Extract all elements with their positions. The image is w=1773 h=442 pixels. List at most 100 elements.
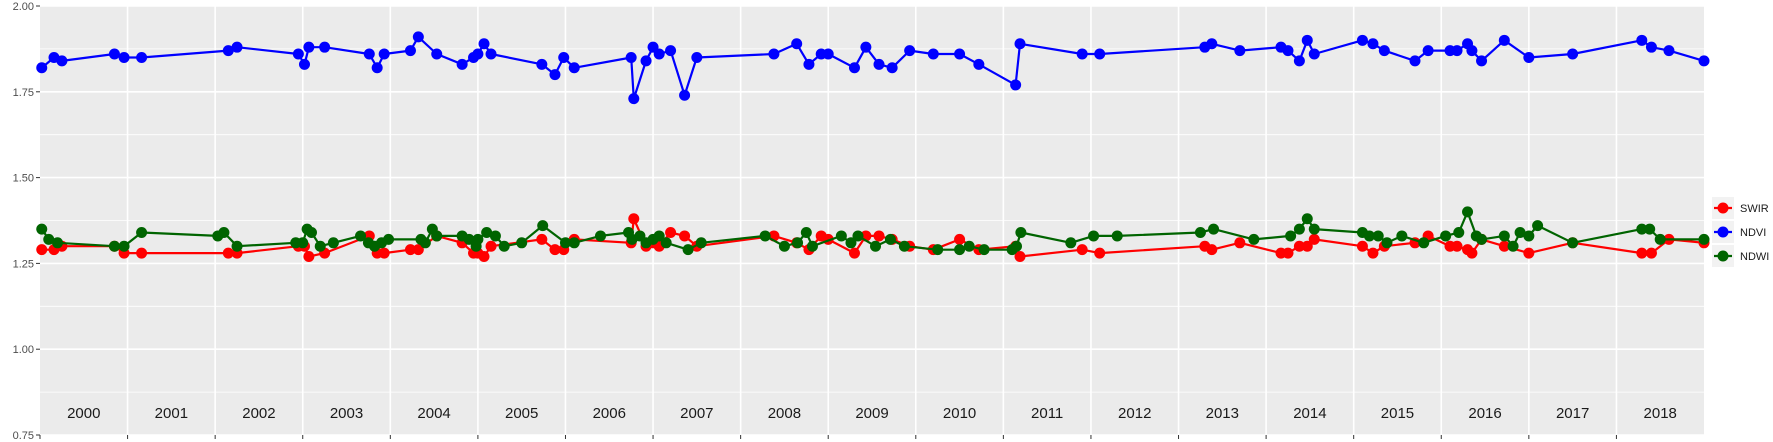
data-point-ndwi xyxy=(1363,230,1375,242)
data-point-ndvi xyxy=(625,51,637,63)
data-point-ndwi xyxy=(383,233,395,245)
legend-label-ndwi: NDWI xyxy=(1740,251,1769,263)
series-layer xyxy=(36,31,1710,263)
data-point-ndwi xyxy=(1498,230,1510,242)
data-point-ndvi xyxy=(1356,34,1368,46)
data-point-ndvi xyxy=(1645,41,1657,53)
y-tick-label: 1.25 xyxy=(13,258,34,270)
data-point-ndvi xyxy=(1367,38,1379,50)
data-point-swir xyxy=(1094,247,1106,259)
data-point-ndvi xyxy=(768,48,780,60)
data-point-ndvi xyxy=(56,55,68,67)
data-point-ndvi xyxy=(1663,45,1675,57)
data-point-ndwi xyxy=(1088,230,1100,242)
data-point-ndwi xyxy=(1065,237,1077,249)
data-point-ndvi xyxy=(1378,45,1390,57)
data-point-ndwi xyxy=(1698,233,1710,245)
data-point-swir xyxy=(873,230,885,242)
data-point-ndvi xyxy=(1567,48,1579,60)
data-point-ndwi xyxy=(1194,227,1206,239)
data-point-ndvi xyxy=(136,51,148,63)
data-point-ndwi xyxy=(835,230,847,242)
data-point-ndwi xyxy=(498,240,510,252)
legend: SWIR NDVI NDWI xyxy=(1712,197,1769,267)
data-point-ndwi xyxy=(932,244,944,256)
data-point-ndwi xyxy=(1532,220,1544,232)
data-point-ndwi xyxy=(806,240,818,252)
data-point-ndvi xyxy=(1409,55,1421,67)
data-point-ndwi xyxy=(1644,223,1656,235)
data-point-ndvi xyxy=(298,58,310,70)
year-label: 2001 xyxy=(155,405,188,422)
data-point-ndvi xyxy=(222,45,234,57)
data-point-swir xyxy=(222,247,234,259)
data-point-ndvi xyxy=(478,38,490,50)
data-point-ndwi xyxy=(52,237,64,249)
data-point-ndwi xyxy=(800,227,812,239)
data-point-ndvi xyxy=(1523,51,1535,63)
data-point-swir xyxy=(1356,240,1368,252)
data-point-ndvi xyxy=(1466,45,1478,57)
data-point-ndwi xyxy=(898,240,910,252)
data-point-ndvi xyxy=(472,48,484,60)
year-label: 2018 xyxy=(1644,405,1677,422)
y-tick-label: 1.50 xyxy=(13,173,34,185)
year-label: 2013 xyxy=(1206,405,1239,422)
data-point-ndwi xyxy=(1440,230,1452,242)
year-label: 2010 xyxy=(943,405,976,422)
data-point-ndwi xyxy=(231,240,243,252)
data-point-swir xyxy=(478,251,490,263)
data-point-ndvi xyxy=(628,93,640,105)
data-point-ndwi xyxy=(136,227,148,239)
data-point-swir xyxy=(485,240,497,252)
data-point-ndwi xyxy=(682,244,694,256)
data-point-swir xyxy=(536,233,548,245)
data-point-swir xyxy=(378,247,390,259)
data-point-ndwi xyxy=(314,240,326,252)
data-point-ndvi xyxy=(954,48,966,60)
data-point-ndvi xyxy=(536,58,548,70)
year-label: 2017 xyxy=(1556,405,1589,422)
data-point-ndwi xyxy=(653,230,665,242)
year-label: 2007 xyxy=(680,405,713,422)
data-point-ndvi xyxy=(886,62,898,74)
data-point-ndwi xyxy=(108,240,120,252)
data-point-ndvi xyxy=(691,51,703,63)
data-point-ndvi xyxy=(36,62,48,74)
year-label: 2009 xyxy=(855,405,888,422)
data-point-ndvi xyxy=(456,58,468,70)
data-point-swir xyxy=(36,244,48,256)
data-point-ndvi xyxy=(412,31,424,43)
data-point-swir xyxy=(1014,251,1026,263)
data-point-ndvi xyxy=(1282,45,1294,57)
y-axis: 0.75 1.00 1.25 1.50 1.75 2.00 xyxy=(13,1,40,442)
data-point-ndvi xyxy=(378,48,390,60)
data-point-ndwi xyxy=(978,244,990,256)
data-point-ndwi xyxy=(1011,240,1023,252)
data-point-ndvi xyxy=(665,45,677,57)
data-point-ndvi xyxy=(1014,38,1026,50)
data-point-ndwi xyxy=(870,240,882,252)
data-point-swir xyxy=(1308,233,1320,245)
data-point-ndwi xyxy=(954,244,966,256)
data-point-ndvi xyxy=(1076,48,1088,60)
data-point-ndwi xyxy=(1396,230,1408,242)
data-point-swir xyxy=(1498,240,1510,252)
data-point-ndvi xyxy=(1451,45,1463,57)
data-point-swir xyxy=(412,244,424,256)
data-point-ndwi xyxy=(1372,230,1384,242)
x-axis xyxy=(39,435,1617,439)
y-tick-label: 1.75 xyxy=(13,87,34,99)
data-point-swir xyxy=(665,227,677,239)
year-label: 2016 xyxy=(1468,405,1501,422)
data-point-swir xyxy=(303,251,315,263)
data-point-swir xyxy=(1234,237,1246,249)
data-point-ndwi xyxy=(218,227,230,239)
year-label: 2008 xyxy=(768,405,801,422)
data-point-ndvi xyxy=(679,89,691,101)
data-point-ndwi xyxy=(516,237,528,249)
data-point-ndvi xyxy=(485,48,497,60)
data-point-ndwi xyxy=(595,230,607,242)
data-point-ndvi xyxy=(1636,34,1648,46)
legend-key-point-ndvi xyxy=(1717,226,1729,238)
